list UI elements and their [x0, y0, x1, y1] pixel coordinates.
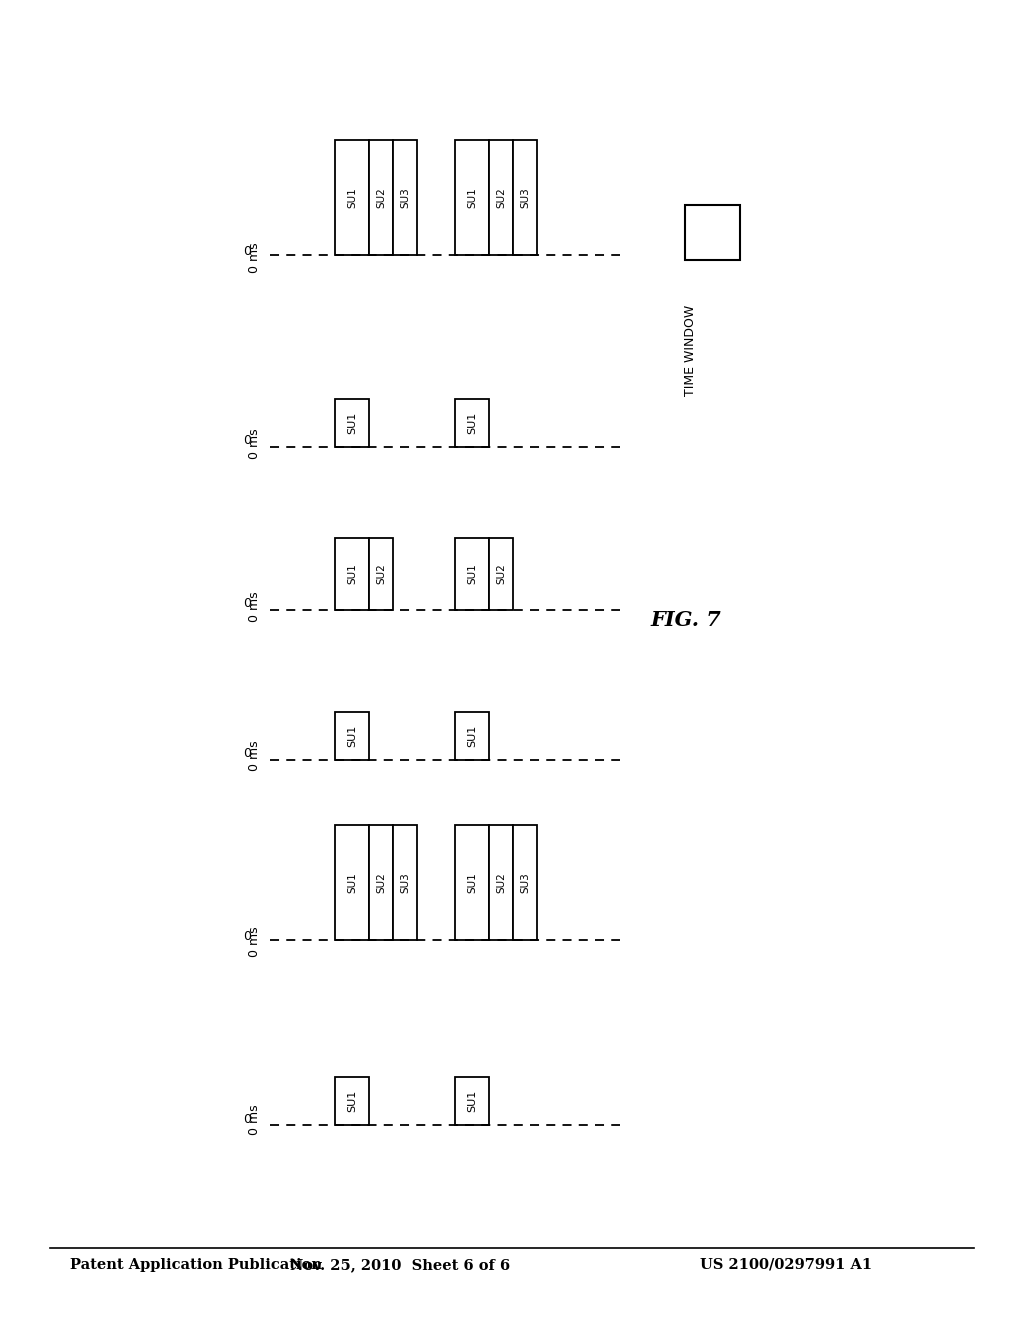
Text: SU3: SU3: [400, 873, 410, 892]
Bar: [369, 140, 393, 255]
Text: SU3: SU3: [520, 187, 530, 207]
Text: 0 ms: 0 ms: [249, 591, 261, 622]
Text: SU1: SU1: [467, 873, 477, 892]
Bar: [335, 539, 369, 610]
Text: 0: 0: [243, 597, 251, 610]
Text: SU1: SU1: [347, 873, 357, 892]
Text: 0 ms: 0 ms: [249, 429, 261, 459]
Text: US 2100/0297991 A1: US 2100/0297991 A1: [700, 1258, 872, 1272]
Text: SU1: SU1: [467, 564, 477, 585]
Text: SU1: SU1: [467, 187, 477, 207]
Text: SU1: SU1: [347, 564, 357, 585]
Text: SU1: SU1: [347, 1090, 357, 1113]
Text: SU3: SU3: [400, 187, 410, 207]
Text: 0 ms: 0 ms: [249, 1105, 261, 1135]
Bar: [513, 140, 537, 255]
Text: 0: 0: [243, 434, 251, 447]
Bar: [455, 539, 489, 610]
Text: Nov. 25, 2010  Sheet 6 of 6: Nov. 25, 2010 Sheet 6 of 6: [290, 1258, 510, 1272]
Bar: [489, 825, 513, 940]
Bar: [455, 711, 489, 760]
Bar: [489, 140, 513, 255]
Bar: [455, 140, 489, 255]
Text: SU1: SU1: [467, 412, 477, 434]
Text: FIG. 7: FIG. 7: [650, 610, 721, 630]
Text: 0: 0: [243, 747, 251, 760]
Bar: [369, 539, 393, 610]
Text: SU1: SU1: [347, 187, 357, 207]
Text: Patent Application Publication: Patent Application Publication: [70, 1258, 322, 1272]
Text: SU1: SU1: [347, 725, 357, 747]
Text: SU1: SU1: [467, 725, 477, 747]
Text: SU2: SU2: [376, 564, 386, 585]
Bar: [455, 825, 489, 940]
Text: SU2: SU2: [496, 187, 506, 207]
Text: SU2: SU2: [376, 187, 386, 207]
Text: 0: 0: [243, 931, 251, 942]
Text: SU3: SU3: [520, 873, 530, 892]
Text: 0: 0: [243, 1113, 251, 1126]
Text: 0 ms: 0 ms: [249, 741, 261, 771]
Text: SU1: SU1: [467, 1090, 477, 1113]
Bar: [393, 825, 417, 940]
Bar: [335, 1077, 369, 1125]
Text: TIME WINDOW: TIME WINDOW: [683, 305, 696, 396]
Bar: [369, 825, 393, 940]
Text: 0: 0: [243, 246, 251, 257]
Bar: [455, 1077, 489, 1125]
Text: SU2: SU2: [376, 873, 386, 892]
Text: 0 ms: 0 ms: [249, 927, 261, 957]
Bar: [335, 825, 369, 940]
Bar: [393, 140, 417, 255]
Text: 0 ms: 0 ms: [249, 243, 261, 273]
Bar: [489, 539, 513, 610]
Bar: [685, 205, 740, 260]
Bar: [335, 711, 369, 760]
Bar: [335, 140, 369, 255]
Text: SU2: SU2: [496, 564, 506, 585]
Bar: [513, 825, 537, 940]
Text: SU2: SU2: [496, 873, 506, 892]
Bar: [455, 399, 489, 447]
Bar: [335, 399, 369, 447]
Text: SU1: SU1: [347, 412, 357, 434]
